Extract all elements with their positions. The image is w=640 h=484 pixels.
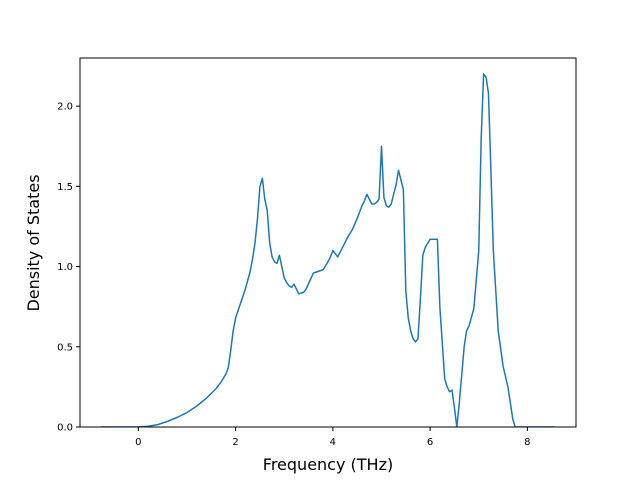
y-tick-label: 1.0 [57, 262, 73, 273]
x-tick-label: 6 [427, 437, 433, 448]
x-tick-label: 0 [135, 437, 141, 448]
y-tick-label: 0.5 [57, 342, 73, 353]
y-tick-label: 0.0 [57, 423, 73, 434]
dos-series-line-0 [100, 73, 555, 427]
x-axis-title: Frequency (THz) [263, 455, 393, 474]
tick-layer: 0 2 4 6 8 0.0 0.5 1.0 1.5 2.0 [57, 102, 530, 448]
x-tick-label: 2 [232, 437, 238, 448]
y-tick-label: 2.0 [57, 102, 73, 113]
axes-frame [79, 57, 577, 428]
y-axis-title: Density of States [24, 174, 43, 311]
y-tick-label: 1.5 [57, 182, 73, 193]
plot-layer [100, 73, 555, 427]
x-tick-label: 8 [524, 437, 530, 448]
x-tick-label: 4 [330, 437, 336, 448]
